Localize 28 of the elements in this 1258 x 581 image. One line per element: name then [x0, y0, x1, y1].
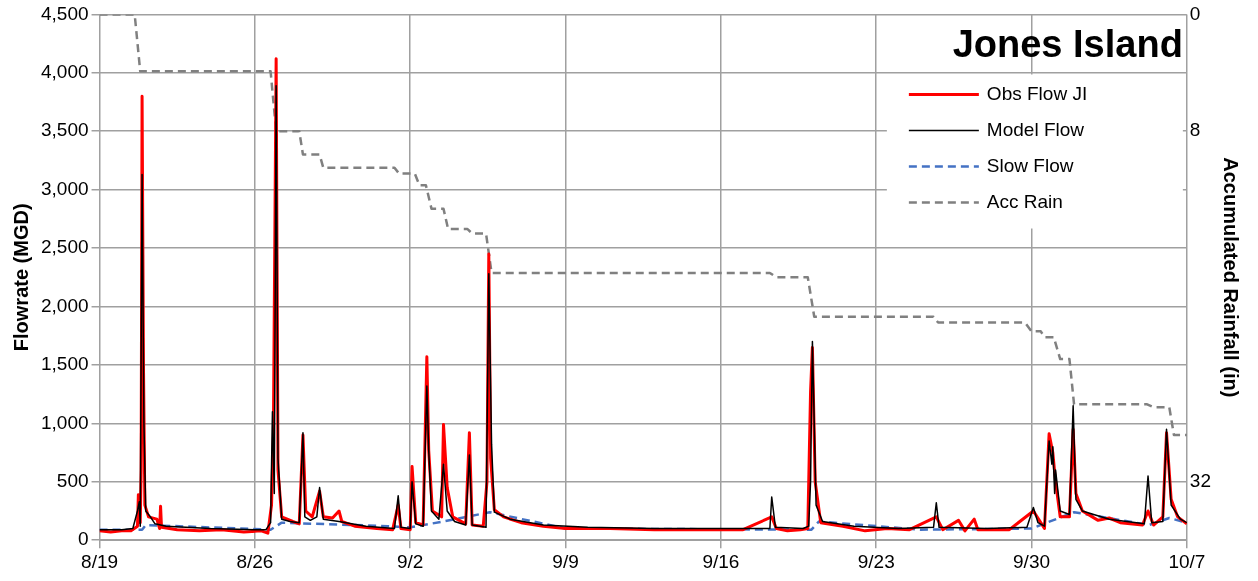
y-axis-title: Flowrate (MGD): [9, 203, 32, 352]
y-tick-label: 2,000: [41, 294, 89, 316]
y-tick-label: 1,000: [41, 411, 89, 433]
legend-label: Acc Rain: [986, 190, 1063, 212]
y-tick-label: 3,500: [41, 119, 89, 141]
y2-axis-title: Accumulated Rainfall (in): [1220, 157, 1243, 398]
y-tick-label: 0: [77, 528, 89, 550]
y-tick-label: 4,000: [41, 61, 89, 83]
x-tick-label: 10/7: [1168, 550, 1206, 572]
x-tick-label: 9/30: [1013, 550, 1051, 572]
y2-tick-label: 8: [1189, 119, 1201, 141]
y-tick-label: 1,500: [41, 353, 89, 375]
y-tick-label: 500: [56, 470, 89, 492]
y-tick-label: 2,500: [41, 236, 89, 258]
y-tick-label: 4,500: [41, 2, 89, 24]
x-tick-label: 9/2: [397, 550, 424, 572]
y2-tick-label: 32: [1189, 470, 1212, 492]
x-tick-label: 8/19: [81, 550, 119, 572]
y-tick-label: 3,000: [41, 177, 89, 199]
legend-label: Model Flow: [986, 118, 1085, 140]
x-tick-label: 9/23: [857, 550, 895, 572]
x-tick-label: 8/26: [236, 550, 274, 572]
chart-title: Jones Island: [952, 22, 1183, 65]
x-tick-label: 9/9: [552, 550, 579, 572]
x-tick-label: 9/16: [702, 550, 740, 572]
y2-tick-label: 0: [1189, 2, 1201, 24]
legend-label: Obs Flow JI: [986, 82, 1088, 104]
legend-label: Slow Flow: [986, 154, 1074, 176]
